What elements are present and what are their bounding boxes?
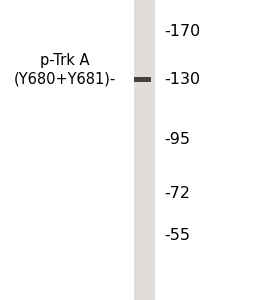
- Text: (Y680+Y681)-: (Y680+Y681)-: [14, 72, 116, 87]
- Bar: [134, 77, 151, 82]
- Text: -95: -95: [165, 132, 191, 147]
- Text: p-Trk A: p-Trk A: [40, 52, 90, 68]
- Text: -72: -72: [165, 186, 191, 201]
- Text: -55: -55: [165, 228, 191, 243]
- Bar: [134, 0, 155, 300]
- Text: -170: -170: [165, 24, 201, 39]
- Text: -130: -130: [165, 72, 201, 87]
